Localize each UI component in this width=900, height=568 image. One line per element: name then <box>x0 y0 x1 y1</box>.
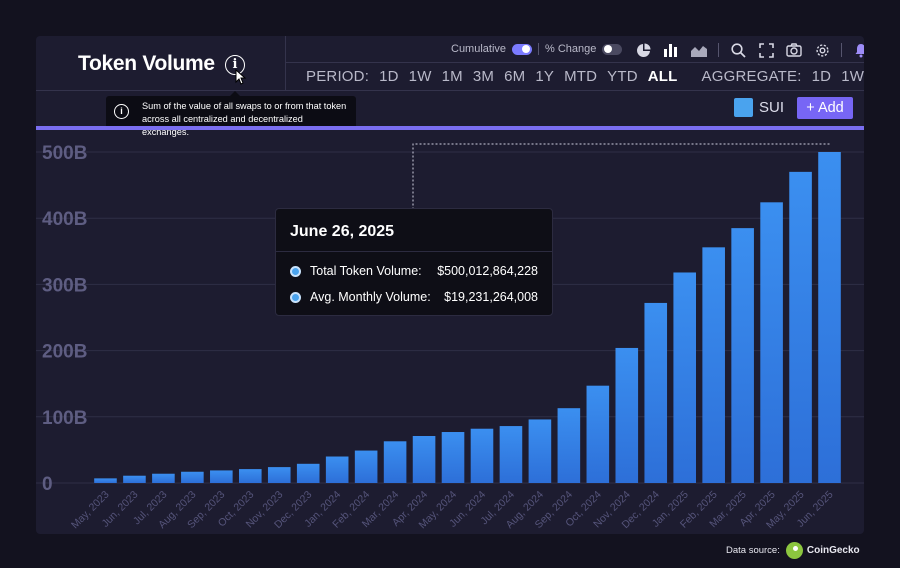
cumulative-toggle[interactable] <box>512 43 533 55</box>
tooltip-value: $19,231,264,008 <box>444 290 538 304</box>
bar[interactable] <box>152 473 175 483</box>
bar[interactable] <box>354 450 378 483</box>
legend[interactable]: SUI <box>734 98 784 117</box>
bar[interactable] <box>789 171 812 484</box>
period-1d[interactable]: 1D <box>379 68 399 85</box>
bar[interactable] <box>760 202 783 483</box>
title-cell: Token Volume i <box>36 36 286 91</box>
camera-icon[interactable] <box>785 41 803 59</box>
source-label: Data source: <box>726 545 780 556</box>
tooltip-date: June 26, 2025 <box>290 223 395 240</box>
y-tick-label: 400B <box>42 209 87 230</box>
bar[interactable] <box>94 478 117 483</box>
period-all[interactable]: ALL <box>647 68 678 85</box>
info-tooltip: i Sum of the value of all swaps to or fr… <box>106 91 356 137</box>
crosshair <box>412 143 830 208</box>
pie-chart-icon[interactable] <box>634 41 652 59</box>
toolbar: Cumulative % Change <box>286 36 864 63</box>
pct-change-label: % Change <box>545 43 597 55</box>
source-name[interactable]: CoinGecko <box>806 545 860 556</box>
period-3m[interactable]: 3M <box>472 68 495 85</box>
period-1y[interactable]: 1Y <box>535 68 555 85</box>
y-tick-label: 300B <box>42 275 87 296</box>
y-axis: 0 100B 200B 300B 400B 500B <box>42 143 87 495</box>
bar[interactable] <box>499 426 523 483</box>
period-6m[interactable]: 6M <box>504 68 526 85</box>
period-row: PERIOD: 1D 1W 1M 3M 6M 1Y MTD YTD ALL AG… <box>286 63 864 91</box>
add-button[interactable]: + Add <box>797 97 853 119</box>
pct-change-toggle[interactable] <box>602 43 623 55</box>
bar[interactable] <box>818 152 841 483</box>
tooltip-dot <box>290 291 301 303</box>
search-icon[interactable] <box>729 41 747 59</box>
tooltip-dot <box>290 265 301 277</box>
tooltip-value: $500,012,864,228 <box>437 264 538 278</box>
tooltip-label: Avg. Monthly Volume: <box>310 290 431 304</box>
tooltip-row-total: Total Token Volume: $500,012,864,228 <box>290 264 538 278</box>
bar[interactable] <box>673 272 697 483</box>
y-tick-label: 500B <box>42 143 87 164</box>
bar[interactable] <box>702 247 725 483</box>
tooltip-label: Total Token Volume: <box>310 264 422 278</box>
period-1m[interactable]: 1M <box>441 68 463 85</box>
bar[interactable] <box>325 456 349 483</box>
bar[interactable] <box>731 228 754 483</box>
bar-chart-icon[interactable] <box>662 41 680 59</box>
bar[interactable] <box>296 463 320 483</box>
data-source: Data source: CoinGecko <box>726 542 860 559</box>
period-mtd[interactable]: MTD <box>564 68 598 85</box>
aggregate-1w[interactable]: 1W <box>841 68 864 85</box>
info-small-icon: i <box>114 104 129 119</box>
y-tick-label: 100B <box>42 408 87 429</box>
bar[interactable] <box>412 435 436 483</box>
legend-label: SUI <box>759 99 785 116</box>
bar[interactable] <box>210 470 233 483</box>
period-1w[interactable]: 1W <box>408 68 432 85</box>
crosshair-line <box>412 143 830 208</box>
bar[interactable] <box>470 428 494 483</box>
info-tooltip-line2: across all centralized and decentralized… <box>142 114 303 137</box>
fullscreen-icon[interactable] <box>757 41 775 59</box>
aggregate-1d[interactable]: 1D <box>811 68 832 85</box>
y-tick-label: 0 <box>42 474 53 495</box>
tool-icons <box>634 41 864 59</box>
bell-icon[interactable] <box>852 41 864 59</box>
aggregate-label: AGGREGATE: <box>701 68 802 85</box>
bar[interactable] <box>557 408 581 483</box>
bar[interactable] <box>123 475 146 483</box>
bar[interactable] <box>181 471 204 483</box>
bar[interactable] <box>238 469 262 483</box>
coingecko-logo-icon <box>785 542 803 559</box>
bar[interactable] <box>615 347 639 483</box>
cursor-icon <box>235 69 247 85</box>
period-ytd[interactable]: YTD <box>607 68 638 85</box>
period-label: PERIOD: <box>306 68 370 85</box>
legend-swatch <box>734 98 753 117</box>
info-tooltip-line1: Sum of the value of all swaps to or from… <box>142 101 347 111</box>
value-tooltip: June 26, 2025 Total Token Volume: $500,0… <box>275 208 553 316</box>
gear-icon[interactable] <box>813 41 831 59</box>
bar[interactable] <box>644 302 668 483</box>
page-title: Token Volume <box>78 52 215 75</box>
chart-card: Token Volume i Cumulative % Change <box>36 36 864 534</box>
y-tick-label: 200B <box>42 342 87 363</box>
chart-top-band <box>36 126 864 130</box>
toggle-group: Cumulative % Change <box>451 43 623 55</box>
bar[interactable] <box>441 432 465 483</box>
tooltip-row-avg: Avg. Monthly Volume: $19,231,264,008 <box>290 290 538 304</box>
bar[interactable] <box>267 467 291 483</box>
bar[interactable] <box>586 385 610 483</box>
bar[interactable] <box>528 419 552 483</box>
bar[interactable] <box>383 441 407 483</box>
info-icon[interactable]: i <box>225 55 245 75</box>
bars <box>94 152 841 484</box>
cumulative-label: Cumulative <box>451 43 507 55</box>
area-chart-icon[interactable] <box>690 41 708 59</box>
